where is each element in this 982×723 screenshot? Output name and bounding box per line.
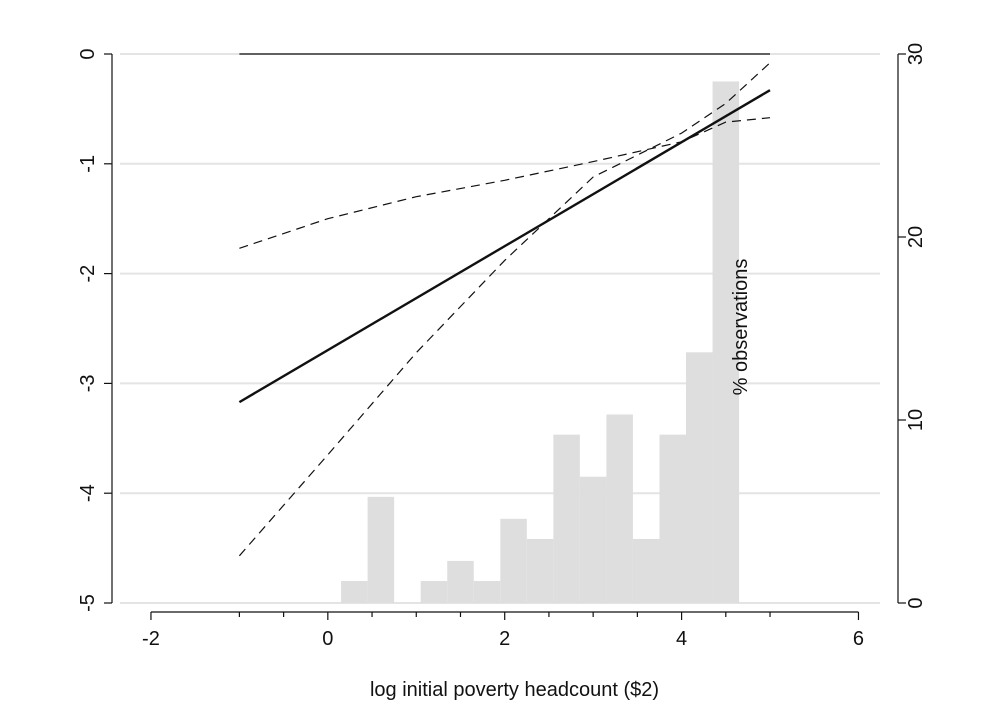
secondary-y-tick-label: 10 [905, 409, 927, 431]
histogram-bar [367, 496, 395, 603]
x-tick-label: 0 [322, 628, 333, 650]
x-tick-label: 2 [499, 628, 510, 650]
histogram-bar [712, 81, 740, 603]
secondary-y-tick-label: 30 [905, 43, 927, 65]
histogram-bar [447, 560, 474, 603]
histogram-bar [341, 581, 368, 603]
histogram-bar [686, 352, 713, 603]
axes: 0 -1 -2 -3 -4 -5 0 10 20 30 -2 0 2 4 6 [77, 43, 927, 650]
confidence-bound-line [238, 62, 771, 557]
secondary-y-axis-title: % observations [730, 259, 752, 396]
histogram-bar [553, 434, 580, 603]
secondary-y-tick-label: 0 [905, 597, 927, 608]
histogram-bar [606, 414, 633, 603]
secondary-y-tick-label: 20 [905, 226, 927, 248]
histogram-bar [659, 434, 687, 603]
y-tick-label: -1 [77, 155, 99, 173]
histogram-bar [632, 538, 660, 603]
x-tick-label: -2 [142, 628, 160, 650]
y-tick-label: -4 [77, 484, 99, 502]
histogram-bar [526, 538, 554, 603]
x-tick-label: 6 [853, 628, 864, 650]
histogram-bar [500, 518, 527, 603]
histogram-bar [579, 476, 607, 603]
confidence-bound-line [239, 117, 771, 249]
x-axis-title: log initial poverty headcount ($2) [370, 679, 659, 701]
series-lines [238, 53, 771, 557]
y-tick-label: -5 [77, 594, 99, 612]
y-tick-label: 0 [77, 48, 99, 59]
y-tick-label: -3 [77, 375, 99, 393]
histogram-bar [420, 581, 448, 603]
histogram-bars [341, 81, 740, 603]
x-tick-label: 4 [676, 628, 687, 650]
histogram-bar [473, 581, 501, 603]
y-tick-label: -2 [77, 265, 99, 283]
